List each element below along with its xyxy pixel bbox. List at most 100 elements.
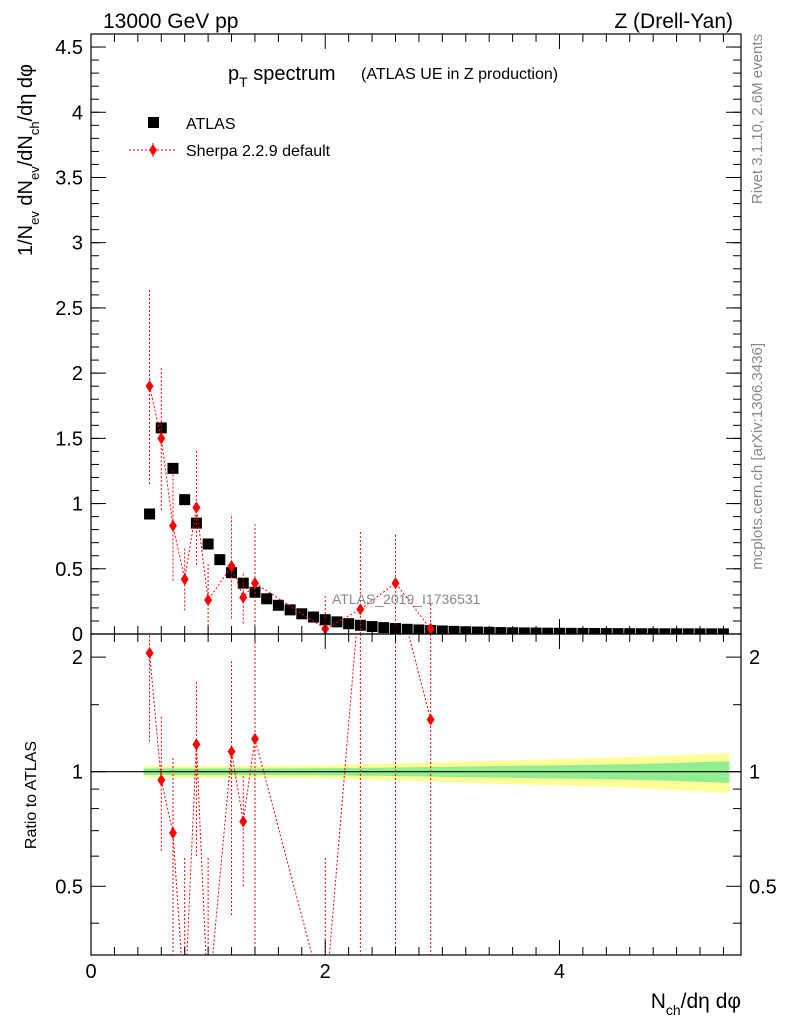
ratio-sherpa-point [250,732,259,745]
atlas-point [202,538,214,550]
atlas-point [518,627,530,634]
analysis-watermark: ATLAS_2019_I1736531 [332,591,481,607]
main-marks [144,288,729,634]
atlas-point [167,462,179,474]
atlas-point [495,627,507,634]
main-ytick-label: 4.5 [55,37,83,59]
sherpa-point [426,622,435,634]
ylabel-d: /dη dφ [15,64,37,121]
main-panel: 0 0.5 1 1.5 2 2.5 3 3.5 4 4.5 pT spectrum (ATLAS … [15,33,742,646]
ratio-ytick-label-right: 0.5 [749,876,777,898]
process-label: Z (Drell-Yan) [614,10,733,33]
main-ytick-label: 2 [72,363,83,385]
ratio-xtick-label: 0 [85,961,96,983]
atlas-point [378,622,390,634]
main-ylabel: 1/Nev dNev/dNch/dη dφ [15,64,42,256]
main-ytick-label: 1.5 [55,428,83,450]
sherpa-point [145,380,154,393]
atlas-point [284,604,296,616]
main-ytick-label: 4 [72,102,83,124]
sherpa-point [239,591,248,604]
title-sub: T [239,74,248,90]
ratio-marks [91,634,741,955]
ratio-sherpa-point [157,774,166,787]
atlas-point [565,627,577,634]
sherpa-point [356,603,365,616]
ratio-sherpa-point [227,745,236,758]
main-ytick-label: 1 [72,494,83,516]
atlas-point [589,628,601,634]
main-ytick-label: 2.5 [55,298,83,320]
ratio-ytick-label-right: 2 [749,647,760,669]
atlas-point [542,627,554,634]
ylabel-c: /dN [15,135,37,166]
atlas-point [612,628,624,634]
sherpa-point [192,501,201,514]
atlas-point [144,508,156,520]
atlas-point [635,628,647,634]
xlabel-a: N [651,990,666,1013]
ylabel-a: 1/N [15,225,37,256]
main-ytick-label: 0.5 [55,559,83,581]
ratio-ytick-label: 2 [72,647,83,669]
mcplots-label: mcplots.cern.ch [arXiv:1306.3436] [749,343,766,570]
ratio-xtick-label: 2 [320,961,331,983]
atlas-point [343,618,355,630]
sherpa-point [157,432,166,445]
main-ytick-label: 0 [72,624,83,646]
ratio-sherpa-point [145,647,154,660]
energy-label: 13000 GeV pp [103,10,238,33]
ratio-panel: 0.5 0.5 1 1 2 2 0 2 4 Ratio to ATLAS Nch/dη dφ [23,633,777,1018]
sherpa-point [227,560,236,573]
ratio-sherpa-line [149,634,432,955]
atlas-point [261,593,273,605]
legend: ATLAS Sherpa 2.2.9 default [129,116,331,160]
atlas-point [706,628,718,634]
ratio-xtick-label: 4 [554,961,565,983]
ylabel-b: dN [15,180,37,211]
atlas-point [308,611,320,623]
ratio-sherpa-point [426,713,435,726]
atlas-point [272,599,284,611]
plot-title: pT spectrum [228,63,336,90]
sherpa-point [180,573,189,586]
ylabel-c-sub: ch [27,121,42,135]
legend-atlas-marker [148,117,159,128]
rivet-label: Rivet 3.1.10, 2.6M events [749,34,766,204]
atlas-point [155,422,167,434]
ratio-frame [90,633,742,956]
atlas-point [659,628,671,634]
ratio-ticks: 0.5 0.5 1 1 2 2 0 2 4 [55,634,777,983]
atlas-point [179,494,191,506]
sherpa-point [204,594,213,607]
ratio-ytick-label: 1 [72,762,83,784]
atlas-point [296,608,308,620]
ratio-clip-group [91,634,741,955]
title-p: p [228,63,239,85]
ratio-xlabel: Nch/dη dφ [651,990,741,1018]
ratio-sherpa-point [192,738,201,751]
sherpa-point [168,519,177,532]
xlabel-b: /dη dφ [681,990,741,1013]
ratio-sherpa-point [239,815,248,828]
atlas-point [471,626,483,634]
main-ytick-label: 3.5 [55,167,83,189]
legend-atlas-label: ATLAS [186,116,236,133]
atlas-point [448,625,460,634]
ratio-ytick-label: 0.5 [55,876,83,898]
ratio-sherpa-point [168,827,177,840]
ylabel-a-sub: ev [27,211,42,225]
sherpa-point [250,577,259,590]
main-ytick-label: 3 [72,233,83,255]
main-clip-group [144,288,729,634]
plot-title-note: (ATLAS UE in Z production) [361,66,558,83]
atlas-point [682,628,694,634]
title-rest: spectrum [248,63,336,85]
sherpa-point [391,577,400,590]
xlabel-a-sub: ch [666,1002,681,1018]
ratio-ylabel: Ratio to ATLAS [23,741,40,849]
atlas-point [401,623,413,634]
atlas-point [214,554,226,566]
ratio-ytick-label-right: 1 [749,762,760,784]
